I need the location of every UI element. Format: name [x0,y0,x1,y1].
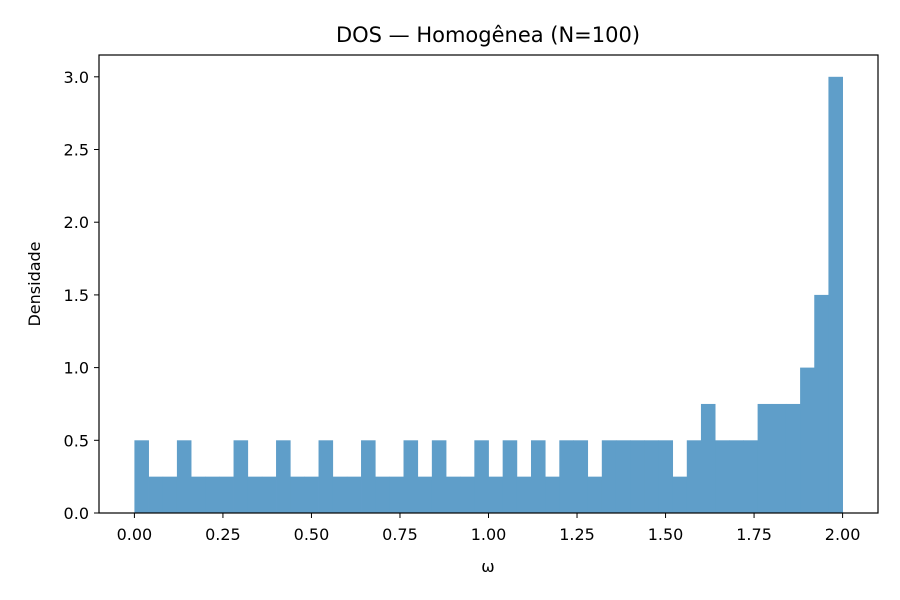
x-axis-ticks: 0.00 0.25 0.50 0.75 1.00 1.25 1.50 1.75 2.00 [117,513,861,544]
histogram-bar [545,476,560,513]
histogram-bar [573,440,589,513]
histogram-bar [615,440,631,513]
histogram-bar [446,476,461,513]
histogram-bar [715,440,730,513]
histogram-bar [729,440,744,513]
histogram-bar [361,440,376,513]
histogram-bar [233,440,249,513]
chart-title: DOS — Homogênea (N=100) [336,23,640,47]
histogram-bar [304,476,319,513]
histogram-bar [403,440,419,513]
histogram-bar [219,476,234,513]
histogram-bar [162,476,178,513]
histogram-bar [601,440,617,513]
histogram-bar [460,476,475,513]
histogram-bar [261,476,277,513]
x-tick-label: 1.75 [736,525,772,544]
histogram-bar [757,403,773,513]
histogram-bar [644,440,659,513]
y-tick-label: 0.0 [64,504,89,523]
histogram-bar [516,476,532,513]
x-tick-label: 1.00 [471,525,507,544]
x-axis-label: ω [481,557,494,576]
y-tick-label: 2.0 [64,213,89,232]
histogram-bar [389,476,404,513]
histogram-bar [134,440,149,513]
histogram-bar [346,476,362,513]
x-tick-label: 0.25 [205,525,241,544]
histogram-bar [502,440,518,513]
histogram-bar [332,476,348,513]
histogram-bar [318,440,334,513]
histogram-bar [191,476,206,513]
y-tick-label: 0.5 [64,431,89,450]
histogram-bar [700,403,716,513]
histogram-bar [417,476,433,513]
y-axis-ticks: 0.0 0.5 1.0 1.5 2.0 2.5 3.0 [64,68,99,523]
histogram-bar [148,476,164,513]
y-tick-label: 2.5 [64,141,89,160]
histogram-bar [828,76,843,513]
histogram-bar [771,403,787,513]
histogram-bar [530,440,546,513]
histogram-bar [630,440,645,513]
histogram-bar [474,440,489,513]
histogram-bar [290,476,305,513]
x-tick-label: 1.25 [559,525,595,544]
histogram-bar [814,294,829,513]
histogram-bar [375,476,390,513]
histogram-bar [658,440,674,513]
x-tick-label: 0.00 [117,525,153,544]
histogram-bar [800,367,815,513]
histogram-bar [431,440,447,513]
histogram-bar [672,476,688,513]
histogram-bar [247,476,263,513]
histogram-bar [488,476,504,513]
x-tick-label: 2.00 [825,525,861,544]
histogram-bar [686,440,702,513]
y-axis-label: Densidade [25,241,44,326]
histogram-bar [205,476,220,513]
x-tick-label: 1.50 [648,525,684,544]
y-tick-label: 3.0 [64,68,89,87]
histogram-bar [743,440,759,513]
histogram-bar [587,476,603,513]
bars-group [134,76,843,513]
histogram-bar [176,440,192,513]
histogram-bar [276,440,291,513]
histogram-bar [559,440,574,513]
x-tick-label: 0.50 [294,525,330,544]
x-tick-label: 0.75 [382,525,418,544]
y-tick-label: 1.5 [64,286,89,305]
y-tick-label: 1.0 [64,359,89,378]
histogram-bar [785,403,801,513]
